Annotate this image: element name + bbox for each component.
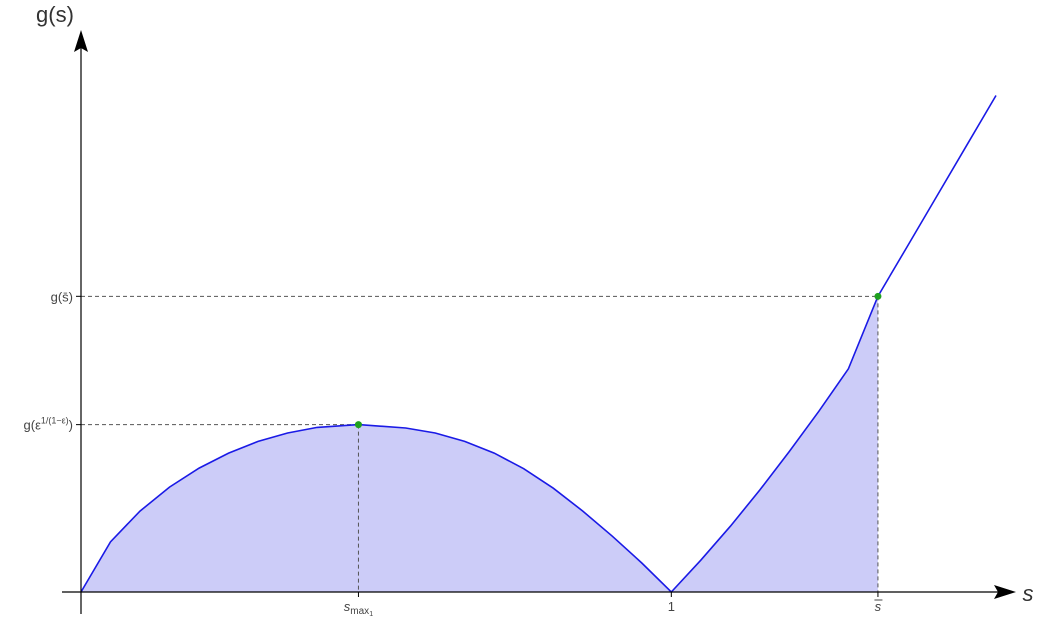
series-line-g [80,95,997,594]
y-tick-geps-tail: ) [69,418,73,433]
highlight-point-1 [874,292,882,300]
y-tick-label-gsbar: g(s̄) [51,289,73,304]
x-tick-smax-sub: max [350,606,369,617]
x-tick-label-sbar: s [875,599,882,614]
dashed-guides [81,295,879,592]
highlight-point-0 [354,421,362,429]
x-tick-label-smax: smax1 [344,599,373,618]
shaded-area-under-curve [81,296,878,592]
y-tick-geps-base: g(ε [24,418,42,433]
x-axis-title: s [1023,581,1034,606]
x-tick-smax-subsub: 1 [369,611,373,618]
y-axis-title: g(s) [36,2,74,27]
y-tick-label-geps: g(ε1/(1−ε)) [24,416,73,433]
y-tick-geps-sup: 1/(1−ε) [41,416,69,426]
highlight-points [354,292,882,429]
axis-ticks [76,295,879,597]
x-tick-label-1: 1 [668,599,675,614]
x-axis-arrow [994,585,1016,599]
x-tick-smax-base: s [344,599,351,614]
y-axis-arrow [74,30,88,52]
